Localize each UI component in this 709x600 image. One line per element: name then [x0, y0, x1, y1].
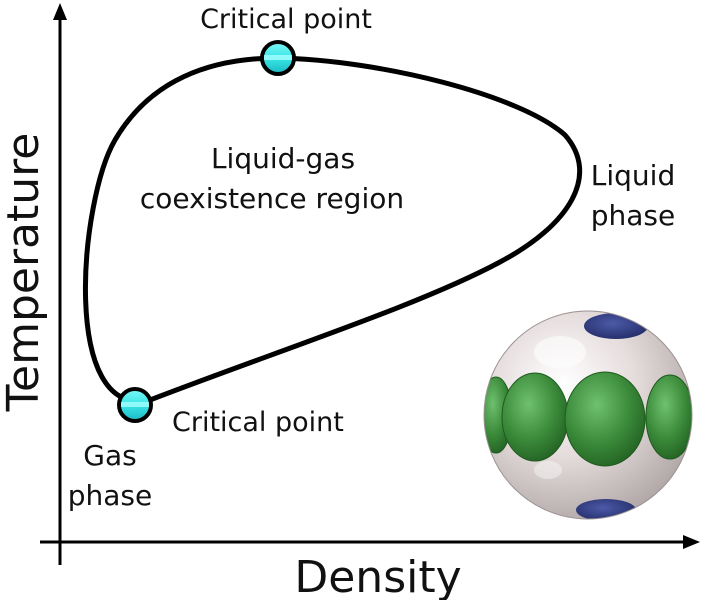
gas-phase-label-line2: phase: [68, 479, 153, 512]
coexistence-label-line1: Liquid-gas: [211, 142, 355, 175]
critical-point-top-label: Critical point: [200, 4, 372, 35]
shell-highlight: [534, 336, 586, 368]
blue-patch-top: [584, 313, 648, 339]
particle-outline: [483, 310, 693, 520]
green-patch-3: [645, 374, 692, 460]
coexistence-curve: [83, 55, 583, 404]
liquid-phase-label-line1: Liquid: [591, 159, 675, 192]
shell-highlight-small: [534, 461, 562, 479]
green-patch-2: [501, 372, 569, 462]
y-axis-label: Temperature: [0, 133, 49, 413]
coexistence-label-line2: coexistence region: [140, 182, 404, 215]
x-axis-label: Density: [294, 552, 461, 600]
green-patch-4: [564, 371, 646, 467]
critical-point-bottom-band: [121, 402, 149, 407]
y-axis-arrowhead-icon: [53, 3, 67, 20]
x-axis-arrowhead-icon: [683, 535, 700, 549]
patchy-particle-illustration: [483, 310, 693, 520]
critical-point-top-band: [264, 55, 292, 60]
gas-phase-label-line1: Gas: [83, 439, 136, 472]
liquid-phase-label-line2: phase: [591, 199, 676, 232]
critical-point-bottom-label: Critical point: [172, 407, 344, 438]
